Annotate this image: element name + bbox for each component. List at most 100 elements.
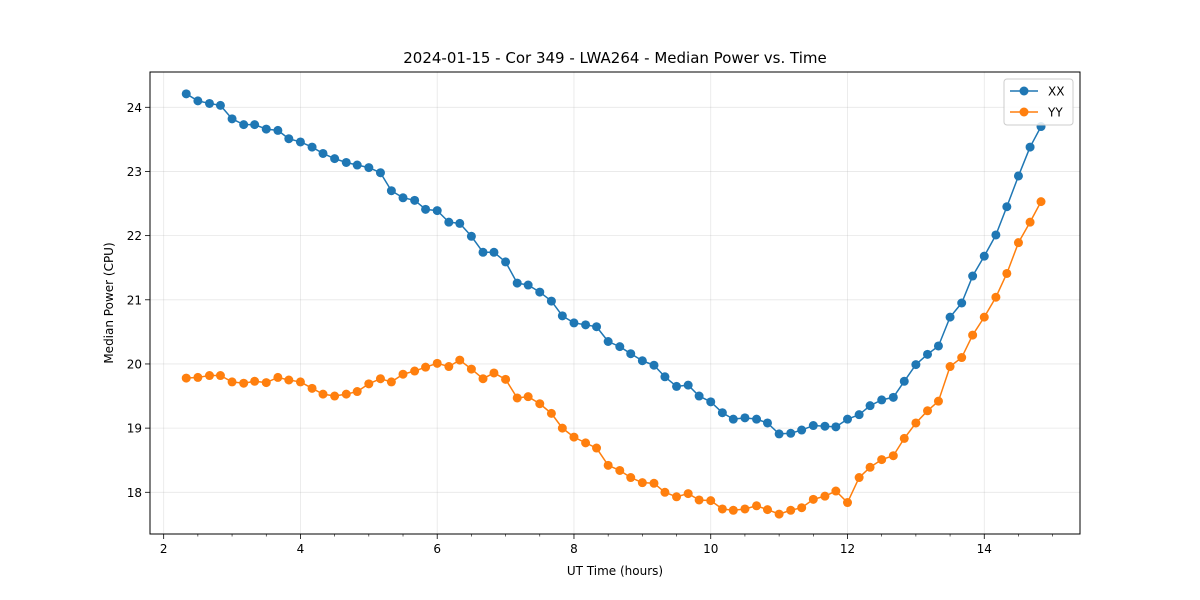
data-point-xx bbox=[284, 134, 294, 144]
data-point-yy bbox=[991, 292, 1001, 302]
data-point-xx bbox=[660, 372, 670, 382]
data-point-xx bbox=[603, 337, 613, 346]
data-point-xx bbox=[797, 425, 807, 435]
data-point-xx bbox=[250, 120, 260, 130]
y-tick-label: 24 bbox=[127, 101, 142, 115]
legend-marker-xx bbox=[1019, 86, 1029, 96]
legend-label-xx: XX bbox=[1048, 85, 1064, 99]
data-point-xx bbox=[762, 418, 772, 428]
data-point-xx bbox=[512, 278, 522, 288]
data-point-yy bbox=[386, 377, 396, 387]
data-point-xx bbox=[854, 410, 864, 420]
legend-marker-yy bbox=[1019, 107, 1029, 117]
data-point-yy bbox=[820, 491, 830, 501]
data-point-yy bbox=[797, 503, 807, 513]
data-point-xx bbox=[592, 322, 602, 332]
data-point-yy bbox=[808, 494, 818, 504]
data-point-xx bbox=[330, 154, 340, 164]
data-point-xx bbox=[911, 360, 921, 370]
data-point-yy bbox=[831, 486, 841, 496]
data-point-yy bbox=[398, 369, 408, 379]
data-point-yy bbox=[466, 364, 476, 374]
x-tick-label: 4 bbox=[297, 542, 305, 556]
data-point-xx bbox=[717, 408, 727, 418]
data-point-yy bbox=[455, 355, 465, 365]
data-point-xx bbox=[945, 312, 955, 322]
data-point-yy bbox=[957, 353, 967, 363]
data-point-xx bbox=[991, 230, 1001, 240]
plot-frame bbox=[149, 71, 1081, 535]
data-point-yy bbox=[694, 495, 704, 505]
data-point-yy bbox=[341, 389, 351, 399]
data-point-yy bbox=[854, 473, 864, 483]
data-point-xx bbox=[877, 395, 887, 405]
data-point-xx bbox=[1025, 142, 1035, 152]
data-point-xx bbox=[398, 193, 408, 203]
data-point-xx bbox=[478, 247, 488, 257]
data-point-yy bbox=[923, 406, 933, 416]
data-point-yy bbox=[569, 432, 579, 442]
x-axis-label: UT Time (hours) bbox=[567, 564, 663, 578]
data-point-xx bbox=[820, 421, 830, 431]
x-tick-label: 8 bbox=[570, 542, 578, 556]
data-point-xx bbox=[307, 142, 317, 152]
data-point-yy bbox=[364, 379, 374, 389]
data-point-yy bbox=[444, 362, 454, 372]
data-point-xx bbox=[957, 298, 967, 308]
data-point-yy bbox=[843, 498, 852, 508]
data-point-xx bbox=[375, 168, 385, 178]
data-point-xx bbox=[728, 414, 738, 424]
data-point-yy bbox=[215, 371, 225, 381]
data-point-yy bbox=[717, 504, 727, 514]
legend: XX YY bbox=[1003, 78, 1074, 126]
data-point-yy bbox=[181, 373, 191, 383]
data-point-yy bbox=[581, 438, 591, 448]
data-point-xx bbox=[215, 100, 225, 110]
data-point-xx bbox=[581, 320, 591, 330]
data-point-yy bbox=[911, 418, 921, 428]
data-point-xx bbox=[968, 271, 978, 281]
data-point-yy bbox=[762, 505, 772, 515]
data-point-yy bbox=[683, 489, 693, 499]
data-point-yy bbox=[284, 375, 294, 385]
data-point-xx bbox=[672, 381, 682, 391]
data-point-xx bbox=[432, 206, 442, 216]
data-point-yy bbox=[1002, 268, 1012, 278]
data-point-xx bbox=[831, 422, 841, 432]
data-point-xx bbox=[706, 397, 716, 407]
x-tick-label: 6 bbox=[433, 542, 441, 556]
data-point-xx bbox=[386, 186, 396, 196]
data-point-xx bbox=[740, 413, 750, 423]
x-tick-label: 2 bbox=[160, 542, 168, 556]
data-point-xx bbox=[923, 349, 933, 359]
data-point-xx bbox=[626, 349, 636, 359]
data-point-xx bbox=[649, 360, 659, 370]
data-point-yy bbox=[1036, 197, 1046, 207]
data-point-yy bbox=[318, 389, 328, 399]
data-point-xx bbox=[637, 356, 647, 366]
series-yy bbox=[181, 197, 1046, 519]
data-point-xx bbox=[523, 280, 533, 290]
data-point-yy bbox=[295, 377, 305, 387]
data-point-xx bbox=[546, 296, 556, 306]
data-point-xx bbox=[752, 414, 762, 424]
data-point-yy bbox=[330, 391, 340, 401]
data-point-yy bbox=[239, 378, 249, 388]
data-point-xx bbox=[261, 124, 271, 134]
series-line-yy bbox=[186, 201, 1042, 515]
data-point-yy bbox=[945, 362, 955, 372]
y-tick-label: 23 bbox=[127, 165, 142, 179]
data-point-yy bbox=[592, 443, 602, 453]
data-point-yy bbox=[660, 487, 670, 497]
data-point-yy bbox=[227, 377, 237, 387]
data-point-xx bbox=[865, 401, 875, 411]
data-point-xx bbox=[1002, 202, 1012, 212]
data-point-yy bbox=[877, 455, 887, 465]
data-point-xx bbox=[444, 217, 454, 227]
data-point-yy bbox=[1013, 238, 1023, 248]
data-point-xx bbox=[466, 231, 476, 241]
legend-label-yy: YY bbox=[1047, 106, 1063, 120]
data-point-yy bbox=[546, 408, 556, 418]
data-point-yy bbox=[410, 366, 420, 376]
y-tick-label: 19 bbox=[127, 422, 142, 436]
